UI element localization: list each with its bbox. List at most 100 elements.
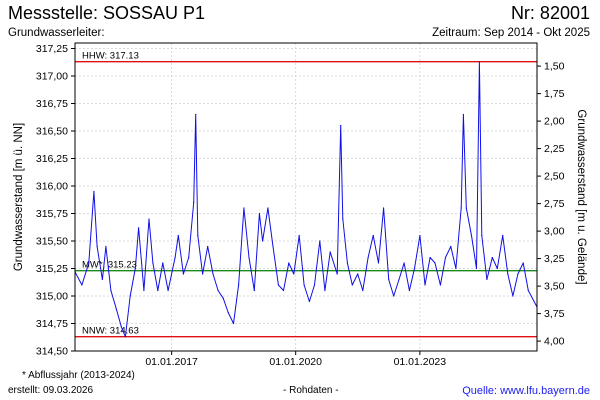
data-point [455,267,457,270]
data-point [403,262,405,264]
data-point [167,289,169,292]
x-axis-ticks: 01.01.2017 01.01.2020 01.01.2023 [145,351,446,368]
data-point [496,267,498,270]
data-point [450,245,452,248]
data-point [444,256,447,259]
y-tick-label: 314,75 [36,318,68,330]
data-point [182,273,184,275]
data-point [277,284,279,286]
data-point [491,256,493,259]
station-title: Messstelle: SOSSAU P1 [8,3,206,23]
data-point [502,234,504,237]
period-label: Zeitraum: Sep 2014 - Okt 2025 [432,27,590,39]
y-tick-label: 317,25 [36,43,68,55]
y2-tick-label: 3,75 [544,308,565,320]
raw-data-note: - Rohdaten - [283,385,339,396]
data-point [408,289,410,292]
data-point [222,297,224,299]
data-point [527,289,529,292]
y2-tick-label: 2,50 [544,171,565,183]
y2-tick-label: 3,25 [544,253,565,265]
chart-grid [75,43,537,352]
y2-tick-label: 2,25 [544,143,565,155]
data-point [93,190,95,193]
data-point [313,284,316,286]
data-point [288,262,290,264]
data-point [212,273,214,275]
data-point [272,245,274,248]
data-point [478,61,480,63]
reference-line-label: MW*: 315.23 [82,260,137,271]
data-point [329,251,331,253]
y2-tick-label: 1,75 [544,88,565,100]
data-point [475,267,478,270]
y-axis-ticks: 314,50 314,75 315,00 315,25 315,50 315,75 316,… [36,43,75,358]
y2-tick-label: 4,00 [544,336,565,348]
data-point [258,212,260,215]
data-point [110,289,112,292]
data-point [434,262,436,264]
data-point [129,295,131,297]
data-point [413,267,416,270]
y-tick-label: 316,25 [36,153,68,165]
y-axis-label: Grundwasserstand [m ü. NN] [13,123,25,271]
data-point [282,289,285,292]
data-point [481,234,483,237]
reference-lines: HHW: 317.13 MW*: 315.23 NNW: 314.63 [75,51,537,338]
data-point [162,262,164,264]
x-tick-label: 01.01.2017 [145,356,198,368]
data-point [383,207,385,209]
data-point [362,289,364,292]
data-point [101,278,103,281]
data-point [298,234,300,237]
data-point [134,267,136,270]
data-point [470,234,473,237]
data-point [243,207,245,209]
y2-axis-label: Grundwasserstand [m u. Gelände] [575,109,587,284]
series-line [74,61,538,338]
y-tick-label: 316,50 [36,126,68,138]
y2-tick-label: 1,50 [544,61,565,73]
data-point [507,273,509,275]
data-point [462,113,464,116]
data-point [342,218,344,220]
data-point [424,284,426,286]
footnote: * Abflussjahr (2013-2024) [22,370,135,381]
data-point [465,207,467,209]
data-point [517,273,519,275]
data-point [138,227,140,229]
data-point [419,234,421,237]
y-tick-label: 315,25 [36,263,68,275]
source-link[interactable]: Quelle: www.lfu.bayern.de [462,385,590,397]
data-point [197,234,199,237]
y-tick-label: 315,75 [36,208,68,220]
data-point [207,245,209,248]
created-date: erstellt: 09.03.2026 [8,385,94,396]
data-point [439,284,441,286]
data-point [377,262,380,264]
y-tick-label: 315,50 [36,236,68,248]
station-number: Nr: 82001 [510,3,590,23]
x-tick-label: 01.01.2023 [394,356,447,368]
data-point [308,300,310,303]
y-tick-label: 316,00 [36,181,68,193]
data-point [340,124,342,127]
y2-axis-ticks: 1,50 1,75 2,00 2,25 2,50 2,75 3,00 3,25 3,50 3,75… [537,61,565,348]
data-point [202,273,204,275]
y2-tick-label: 2,00 [544,116,565,128]
data-point [105,245,107,248]
axis-labels: Grundwasserstand [m ü. NN] Grundwassersta… [13,109,587,284]
data-point [351,284,353,286]
data-point [148,218,150,220]
x-tick-label: 01.01.2020 [269,356,322,368]
data-point [115,308,117,310]
aquifer-label: Grundwasserleiter: [8,27,105,39]
data-point [324,289,326,292]
data-point [293,273,295,275]
data-point [303,284,305,286]
data-point [96,245,98,248]
data-point [393,295,395,297]
data-point [124,336,126,338]
data-point [367,256,369,259]
